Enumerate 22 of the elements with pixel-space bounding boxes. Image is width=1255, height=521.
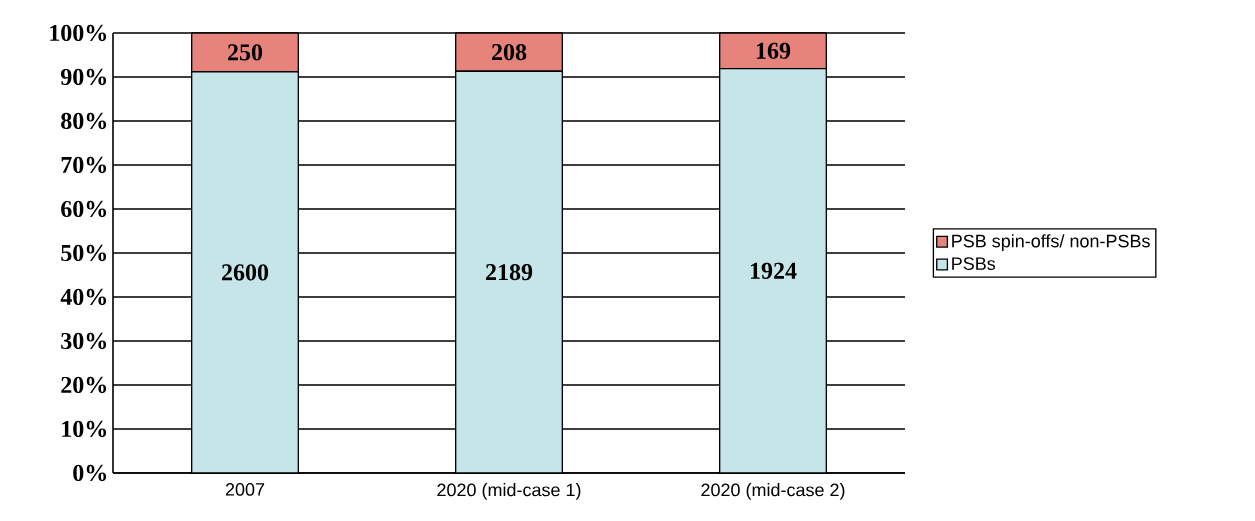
- annotation: 250: [228, 44, 263, 61]
- annotation: 208: [492, 44, 527, 61]
- annotation: 169: [756, 42, 791, 59]
- y-tick-label: 20%: [61, 376, 107, 394]
- y-tick-label: 80%: [61, 112, 107, 130]
- y-tick-label: 100%: [50, 24, 107, 42]
- legend-label: PSB spin-offs/ non-PSBs: [952, 234, 1150, 251]
- y-tick-label: 10%: [62, 420, 107, 438]
- y-tick-label: 0%: [73, 464, 107, 482]
- x-tick-label: 2007: [225, 483, 265, 496]
- legend-label: PSBs: [952, 257, 996, 270]
- annotation: 1924: [750, 262, 797, 279]
- annotation: 2189: [486, 264, 533, 281]
- x-tick-label: 2020 (mid-case 1): [437, 483, 581, 500]
- y-tick-label: 50%: [61, 244, 107, 262]
- y-tick-label: 60%: [61, 200, 107, 218]
- y-tick-label: 30%: [61, 332, 107, 350]
- y-tick-label: 70%: [61, 156, 107, 174]
- y-tick-label: 40%: [60, 288, 107, 306]
- x-tick-label: 2020 (mid-case 2): [701, 483, 845, 500]
- y-tick-label: 90%: [60, 68, 107, 86]
- annotation: 2600: [222, 264, 269, 281]
